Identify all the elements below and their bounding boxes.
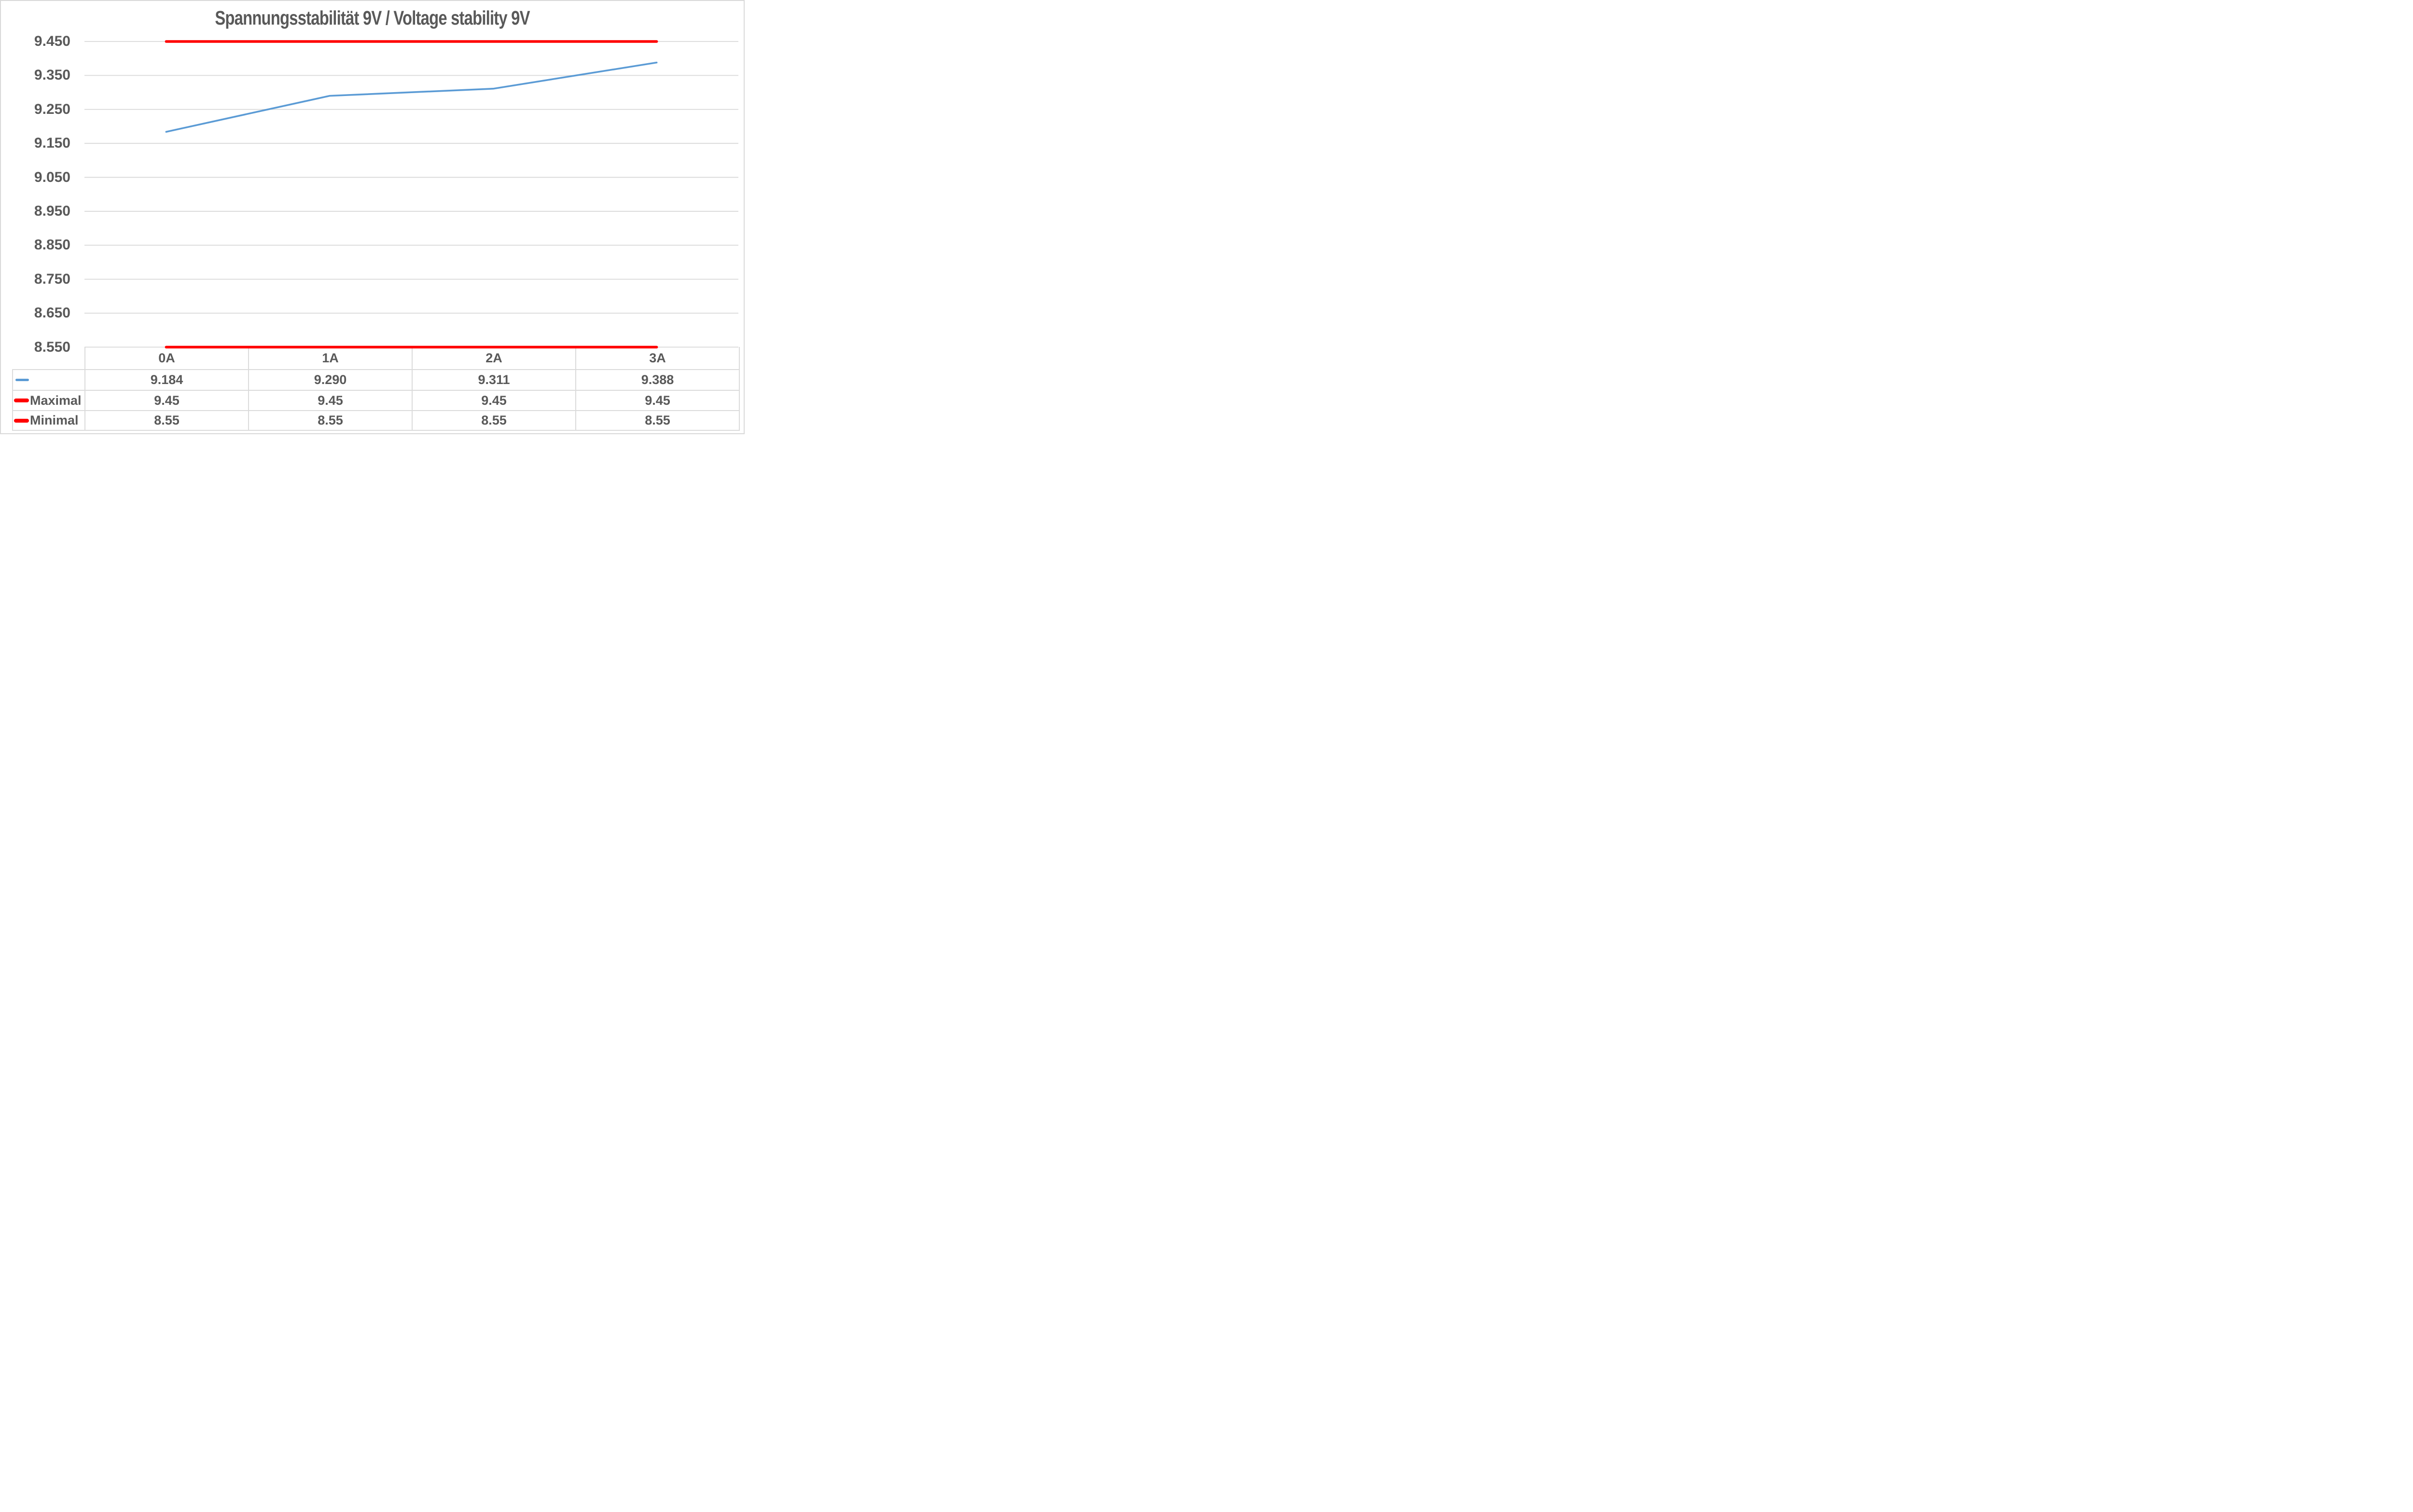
value-cell: 8.55 [412,410,576,431]
category-header-cell: 0A [84,347,249,370]
legend-header-blank-cell [13,347,85,370]
y-axis-label: 9.350 [34,67,70,83]
value-cell: 8.55 [84,410,249,431]
y-axis-label: 9.050 [34,169,70,185]
value-cell: 9.290 [248,369,413,391]
value-cell: 8.55 [248,410,413,431]
series-line-measurement [165,61,658,133]
table-row: 9.184 9.290 9.311 9.388 [12,369,740,391]
value-cell: 9.45 [575,390,740,411]
value-cell: 9.45 [248,390,413,411]
value-cell: 9.45 [84,390,249,411]
value-cell: 9.388 [575,369,740,391]
legend-entry: Maximal [14,393,84,408]
legend-swatch-icon [14,399,29,402]
data-table: 0A 1A 2A 3A 9.184 9.290 9.311 9.388 Maximal 9.45 9… [12,347,740,431]
y-axis-label: 9.450 [34,33,70,49]
chart-title: Spannungsstabilität 9V / Voltage stabili… [215,7,530,29]
legend-entry [14,379,84,381]
y-axis-label: 9.150 [34,135,70,151]
y-axis-label: 8.950 [34,203,70,219]
legend-swatch-icon [15,379,29,381]
y-axis-label: 9.250 [34,101,70,117]
category-header-cell: 1A [248,347,413,370]
table-row: Maximal 9.45 9.45 9.45 9.45 [12,390,740,411]
legend-label: Minimal [30,413,79,427]
legend-entry: Minimal [14,413,84,428]
legend-cell [12,369,85,391]
value-cell: 8.55 [575,410,740,431]
category-header-cell: 2A [412,347,576,370]
y-axis-label: 8.750 [34,271,70,287]
category-header-cell: 3A [575,347,740,370]
legend-cell: Maximal [12,390,85,411]
legend-cell: Minimal [12,410,85,431]
y-axis-label: 8.850 [34,237,70,253]
value-cell: 9.184 [84,369,249,391]
chart-canvas: Spannungsstabilität 9V / Voltage stabili… [0,0,745,434]
legend-label: Maximal [30,393,82,408]
table-row: Minimal 8.55 8.55 8.55 8.55 [12,410,740,431]
value-cell: 9.311 [412,369,576,391]
value-cell: 9.45 [412,390,576,411]
y-axis-label: 8.550 [34,339,70,355]
legend-swatch-icon [14,418,29,423]
y-axis-label: 8.650 [34,305,70,321]
